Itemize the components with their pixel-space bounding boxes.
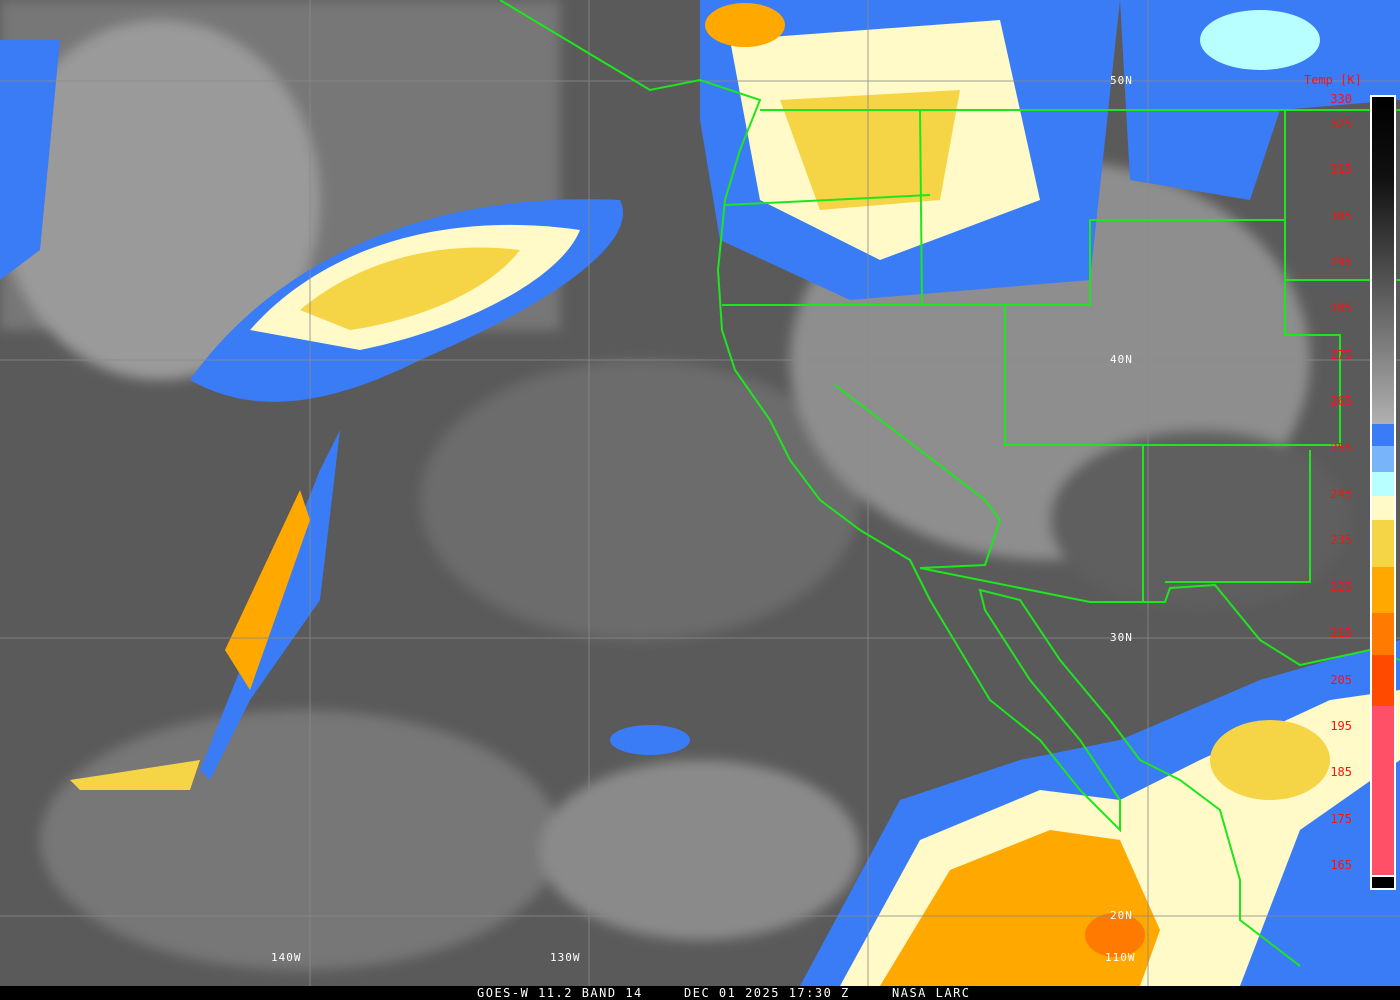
lat-label: 50N [1110, 74, 1133, 87]
legend-tick-label: 175 [1330, 812, 1352, 826]
legend-tick-label: 185 [1330, 765, 1352, 779]
legend-tick-label: 195 [1330, 719, 1352, 733]
color-scale-bar [1370, 95, 1396, 890]
lon-label: 110W [1105, 951, 1136, 964]
legend-tick-label: 275 [1330, 348, 1352, 362]
caption-source: NASA LARC [892, 986, 971, 1000]
lon-label: 130W [550, 951, 581, 964]
legend-tick-label: 205 [1330, 673, 1352, 687]
caption-satellite: GOES-W 11.2 BAND 14 [477, 986, 643, 1000]
legend-tick-label: 305 [1330, 209, 1352, 223]
legend-title: Temp [K] [1304, 73, 1362, 87]
legend-tick-label: 325 [1330, 117, 1352, 131]
legend-tick-label: 330 [1330, 92, 1352, 106]
caption-datetime: DEC 01 2025 17:30 Z [684, 986, 850, 1000]
legend-tick-label: 315 [1330, 162, 1352, 176]
lat-label: 20N [1110, 909, 1133, 922]
legend-tick-label: 235 [1330, 533, 1352, 547]
lat-label: 40N [1110, 353, 1133, 366]
legend-tick-label: 265 [1330, 394, 1352, 408]
image-caption: GOES-W 11.2 BAND 14 DEC 01 2025 17:30 Z … [0, 986, 1400, 1000]
legend-tick-label: 165 [1330, 858, 1352, 872]
legend-tick-label: 215 [1330, 626, 1352, 640]
legend-tick-label: 255 [1330, 441, 1352, 455]
legend-tick-label: 225 [1330, 580, 1352, 594]
legend-tick-label: 245 [1330, 487, 1352, 501]
lat-label: 30N [1110, 631, 1133, 644]
legend-tick-label: 295 [1330, 255, 1352, 269]
political-borders [499, 0, 1400, 967]
lon-label: 140W [271, 951, 302, 964]
legend-tick-label: 285 [1330, 301, 1352, 315]
